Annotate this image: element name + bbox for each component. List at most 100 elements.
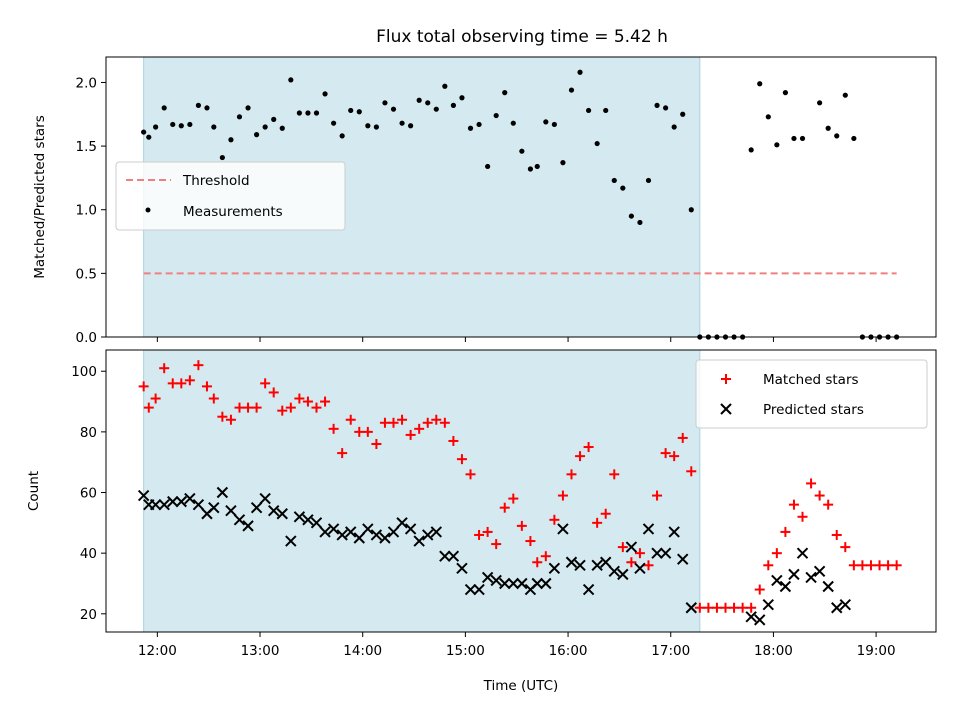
matched-star-marker xyxy=(268,387,279,398)
predicted-star-marker xyxy=(310,517,323,529)
y-tick-label: 0.0 xyxy=(76,330,97,346)
predicted-star-marker xyxy=(345,526,357,538)
predicted-star-marker xyxy=(634,562,646,575)
measurement-point xyxy=(356,109,362,115)
predicted-star-marker xyxy=(557,523,569,535)
measurement-point xyxy=(628,213,634,219)
matched-star-marker xyxy=(643,560,654,571)
predicted-star-marker xyxy=(771,574,783,587)
matched-stars-points xyxy=(138,360,902,613)
matched-star-marker xyxy=(891,560,902,571)
predicted-star-marker xyxy=(499,577,511,590)
y-tick-label: 40 xyxy=(80,546,97,562)
predicted-star-marker xyxy=(259,492,271,505)
bottom-legend-box xyxy=(695,359,928,429)
matched-star-marker xyxy=(397,414,408,425)
predicted-star-marker xyxy=(831,602,843,614)
matched-star-marker xyxy=(729,602,740,613)
matched-star-marker xyxy=(474,529,485,540)
measurement-point xyxy=(645,177,652,184)
measurement-point xyxy=(313,110,320,116)
matched-star-marker xyxy=(414,423,425,434)
measurement-point xyxy=(476,121,482,128)
measurement-point xyxy=(305,110,311,116)
matched-star-marker xyxy=(143,402,154,413)
predicted-stars-points xyxy=(137,486,852,626)
matched-star-marker xyxy=(456,454,467,465)
matched-star-marker xyxy=(328,423,339,434)
y-tick-label: 60 xyxy=(80,486,97,502)
predicted-star-marker xyxy=(659,547,672,559)
top-legend: Threshold Measurements xyxy=(115,161,346,231)
measurement-point xyxy=(279,125,285,131)
matched-star-marker xyxy=(371,439,382,449)
measurement-point xyxy=(663,105,669,111)
legend-plus-marker xyxy=(721,374,731,384)
matched-star-marker xyxy=(686,466,697,477)
measurement-point xyxy=(519,148,525,154)
measurement-point xyxy=(373,124,379,130)
matched-star-marker xyxy=(482,526,493,537)
measurement-point xyxy=(680,111,686,117)
y-tick-label: 80 xyxy=(80,425,97,441)
predicted-star-marker xyxy=(608,565,620,578)
measurement-point xyxy=(603,107,609,114)
measurement-point xyxy=(399,120,405,126)
measurement-point xyxy=(195,102,202,108)
matched-star-marker xyxy=(201,381,212,392)
predicted-star-marker xyxy=(754,614,766,626)
matched-star-marker xyxy=(660,448,671,459)
matched-star-marker xyxy=(525,536,536,547)
measurement-point xyxy=(146,134,152,140)
matched-star-marker xyxy=(617,542,628,553)
matched-star-marker xyxy=(677,432,688,443)
measurement-point xyxy=(178,123,184,129)
measurement-point xyxy=(577,69,583,75)
predicted-star-marker xyxy=(268,505,280,517)
top-axes-frame xyxy=(105,56,937,338)
matched-star-marker xyxy=(320,396,331,407)
measurement-point xyxy=(204,105,210,111)
predicted-star-marker xyxy=(293,511,306,523)
top-x-ticks xyxy=(156,337,877,342)
matched-star-marker xyxy=(840,542,851,553)
measurement-point xyxy=(228,137,234,143)
predicted-star-marker xyxy=(540,577,552,590)
measurement-point xyxy=(467,125,474,131)
measurement-point xyxy=(493,112,499,119)
matched-star-marker xyxy=(806,478,817,489)
matched-star-marker xyxy=(379,417,390,428)
matched-star-marker xyxy=(499,502,510,513)
measurement-point xyxy=(211,124,217,130)
predicted-star-marker xyxy=(447,550,460,562)
predicted-star-marker xyxy=(439,550,451,562)
predicted-star-marker xyxy=(233,514,246,526)
predicted-star-marker xyxy=(379,532,391,544)
measurement-point xyxy=(331,120,337,126)
measurement-point xyxy=(671,124,677,130)
x-tick-label: 12:00 xyxy=(138,643,177,659)
predicted-star-marker xyxy=(507,577,520,590)
predicted-star-marker xyxy=(422,529,434,541)
observing-window-span xyxy=(143,350,701,632)
predicted-star-marker xyxy=(208,501,220,514)
measurement-point xyxy=(442,83,448,89)
matched-star-marker xyxy=(823,499,834,510)
legend-measurements-swatch xyxy=(145,207,151,213)
predicted-star-marker xyxy=(192,498,205,511)
y-tick-label: 0.5 xyxy=(76,266,97,282)
legend-threshold-label: Threshold xyxy=(182,173,250,189)
matched-star-marker xyxy=(600,508,611,519)
matched-star-marker xyxy=(167,378,178,389)
predicted-star-marker xyxy=(285,535,297,547)
measurement-point xyxy=(551,121,557,128)
matched-star-marker xyxy=(159,363,170,374)
highlight-span-rect xyxy=(143,350,700,632)
predicted-star-marker xyxy=(788,568,800,581)
predicted-star-marker xyxy=(574,559,586,571)
measurement-point xyxy=(382,100,388,106)
measurement-point xyxy=(748,147,754,153)
matched-star-marker xyxy=(337,448,348,459)
matched-star-marker xyxy=(208,393,219,404)
predicted-star-marker xyxy=(404,523,417,535)
